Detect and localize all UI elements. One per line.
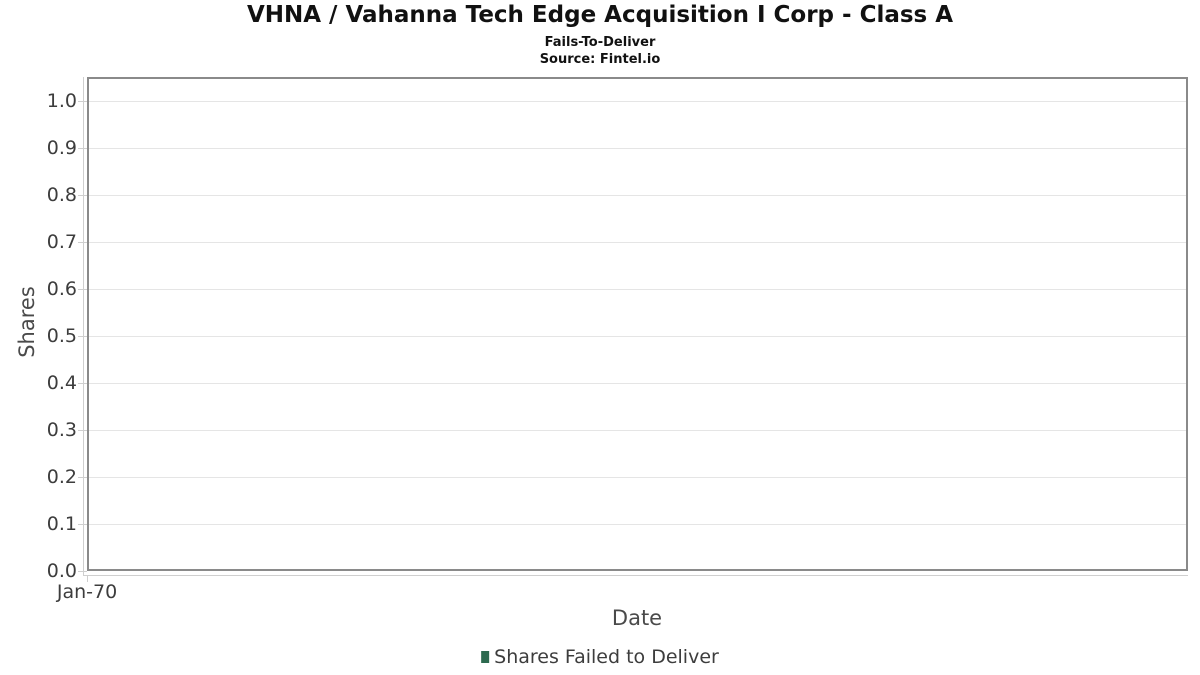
y-axis-tick (78, 101, 87, 102)
y-gridline (89, 241, 1186, 243)
chart-source-label: Source: Fintel.io (539, 52, 661, 67)
y-gridline (89, 476, 1186, 478)
x-axis-title: Date (611, 606, 663, 630)
y-axis-line (83, 77, 84, 575)
legend-label[interactable]: Shares Failed to Deliver (494, 646, 719, 668)
legend: Shares Failed to Deliver (481, 646, 719, 668)
x-axis-line (83, 575, 1188, 576)
y-tick-label: 1.0 (46, 89, 77, 112)
y-axis-tick (78, 524, 87, 525)
y-axis-tick (78, 430, 87, 431)
y-gridline (89, 100, 1186, 102)
y-axis-tick (78, 383, 87, 384)
y-tick-label: 0.4 (46, 371, 77, 394)
y-tick-label: 0.9 (46, 136, 77, 159)
y-tick-label: 0.3 (46, 418, 77, 441)
y-axis-tick (78, 195, 87, 196)
plot-area (87, 77, 1188, 571)
x-tick-label: Jan-70 (56, 581, 118, 603)
y-tick-label: 0.1 (46, 512, 77, 535)
chart-title: VHNA / Vahanna Tech Edge Acquisition I C… (246, 2, 954, 28)
y-axis-tick (78, 571, 87, 572)
y-gridline (89, 382, 1186, 384)
y-gridline (89, 288, 1186, 290)
x-axis-tick (87, 575, 88, 582)
y-axis-tick (78, 336, 87, 337)
y-tick-label: 0.8 (46, 183, 77, 206)
y-tick-label: 0.0 (46, 559, 77, 582)
y-axis-tick (78, 242, 87, 243)
y-axis-tick (78, 477, 87, 478)
y-axis-tick (78, 289, 87, 290)
y-axis-tick (78, 148, 87, 149)
y-tick-label: 0.2 (46, 465, 77, 488)
y-gridline (89, 335, 1186, 337)
legend-marker-icon[interactable] (481, 651, 490, 663)
y-gridline (89, 194, 1186, 196)
y-gridline (89, 147, 1186, 149)
chart-subtitle: Fails-To-Deliver (544, 35, 656, 50)
y-tick-label: 0.7 (46, 230, 77, 253)
y-axis-title: Shares (15, 286, 39, 358)
y-gridline (89, 429, 1186, 431)
y-tick-label: 0.5 (46, 324, 77, 347)
y-gridline (89, 523, 1186, 525)
y-tick-label: 0.6 (46, 277, 77, 300)
